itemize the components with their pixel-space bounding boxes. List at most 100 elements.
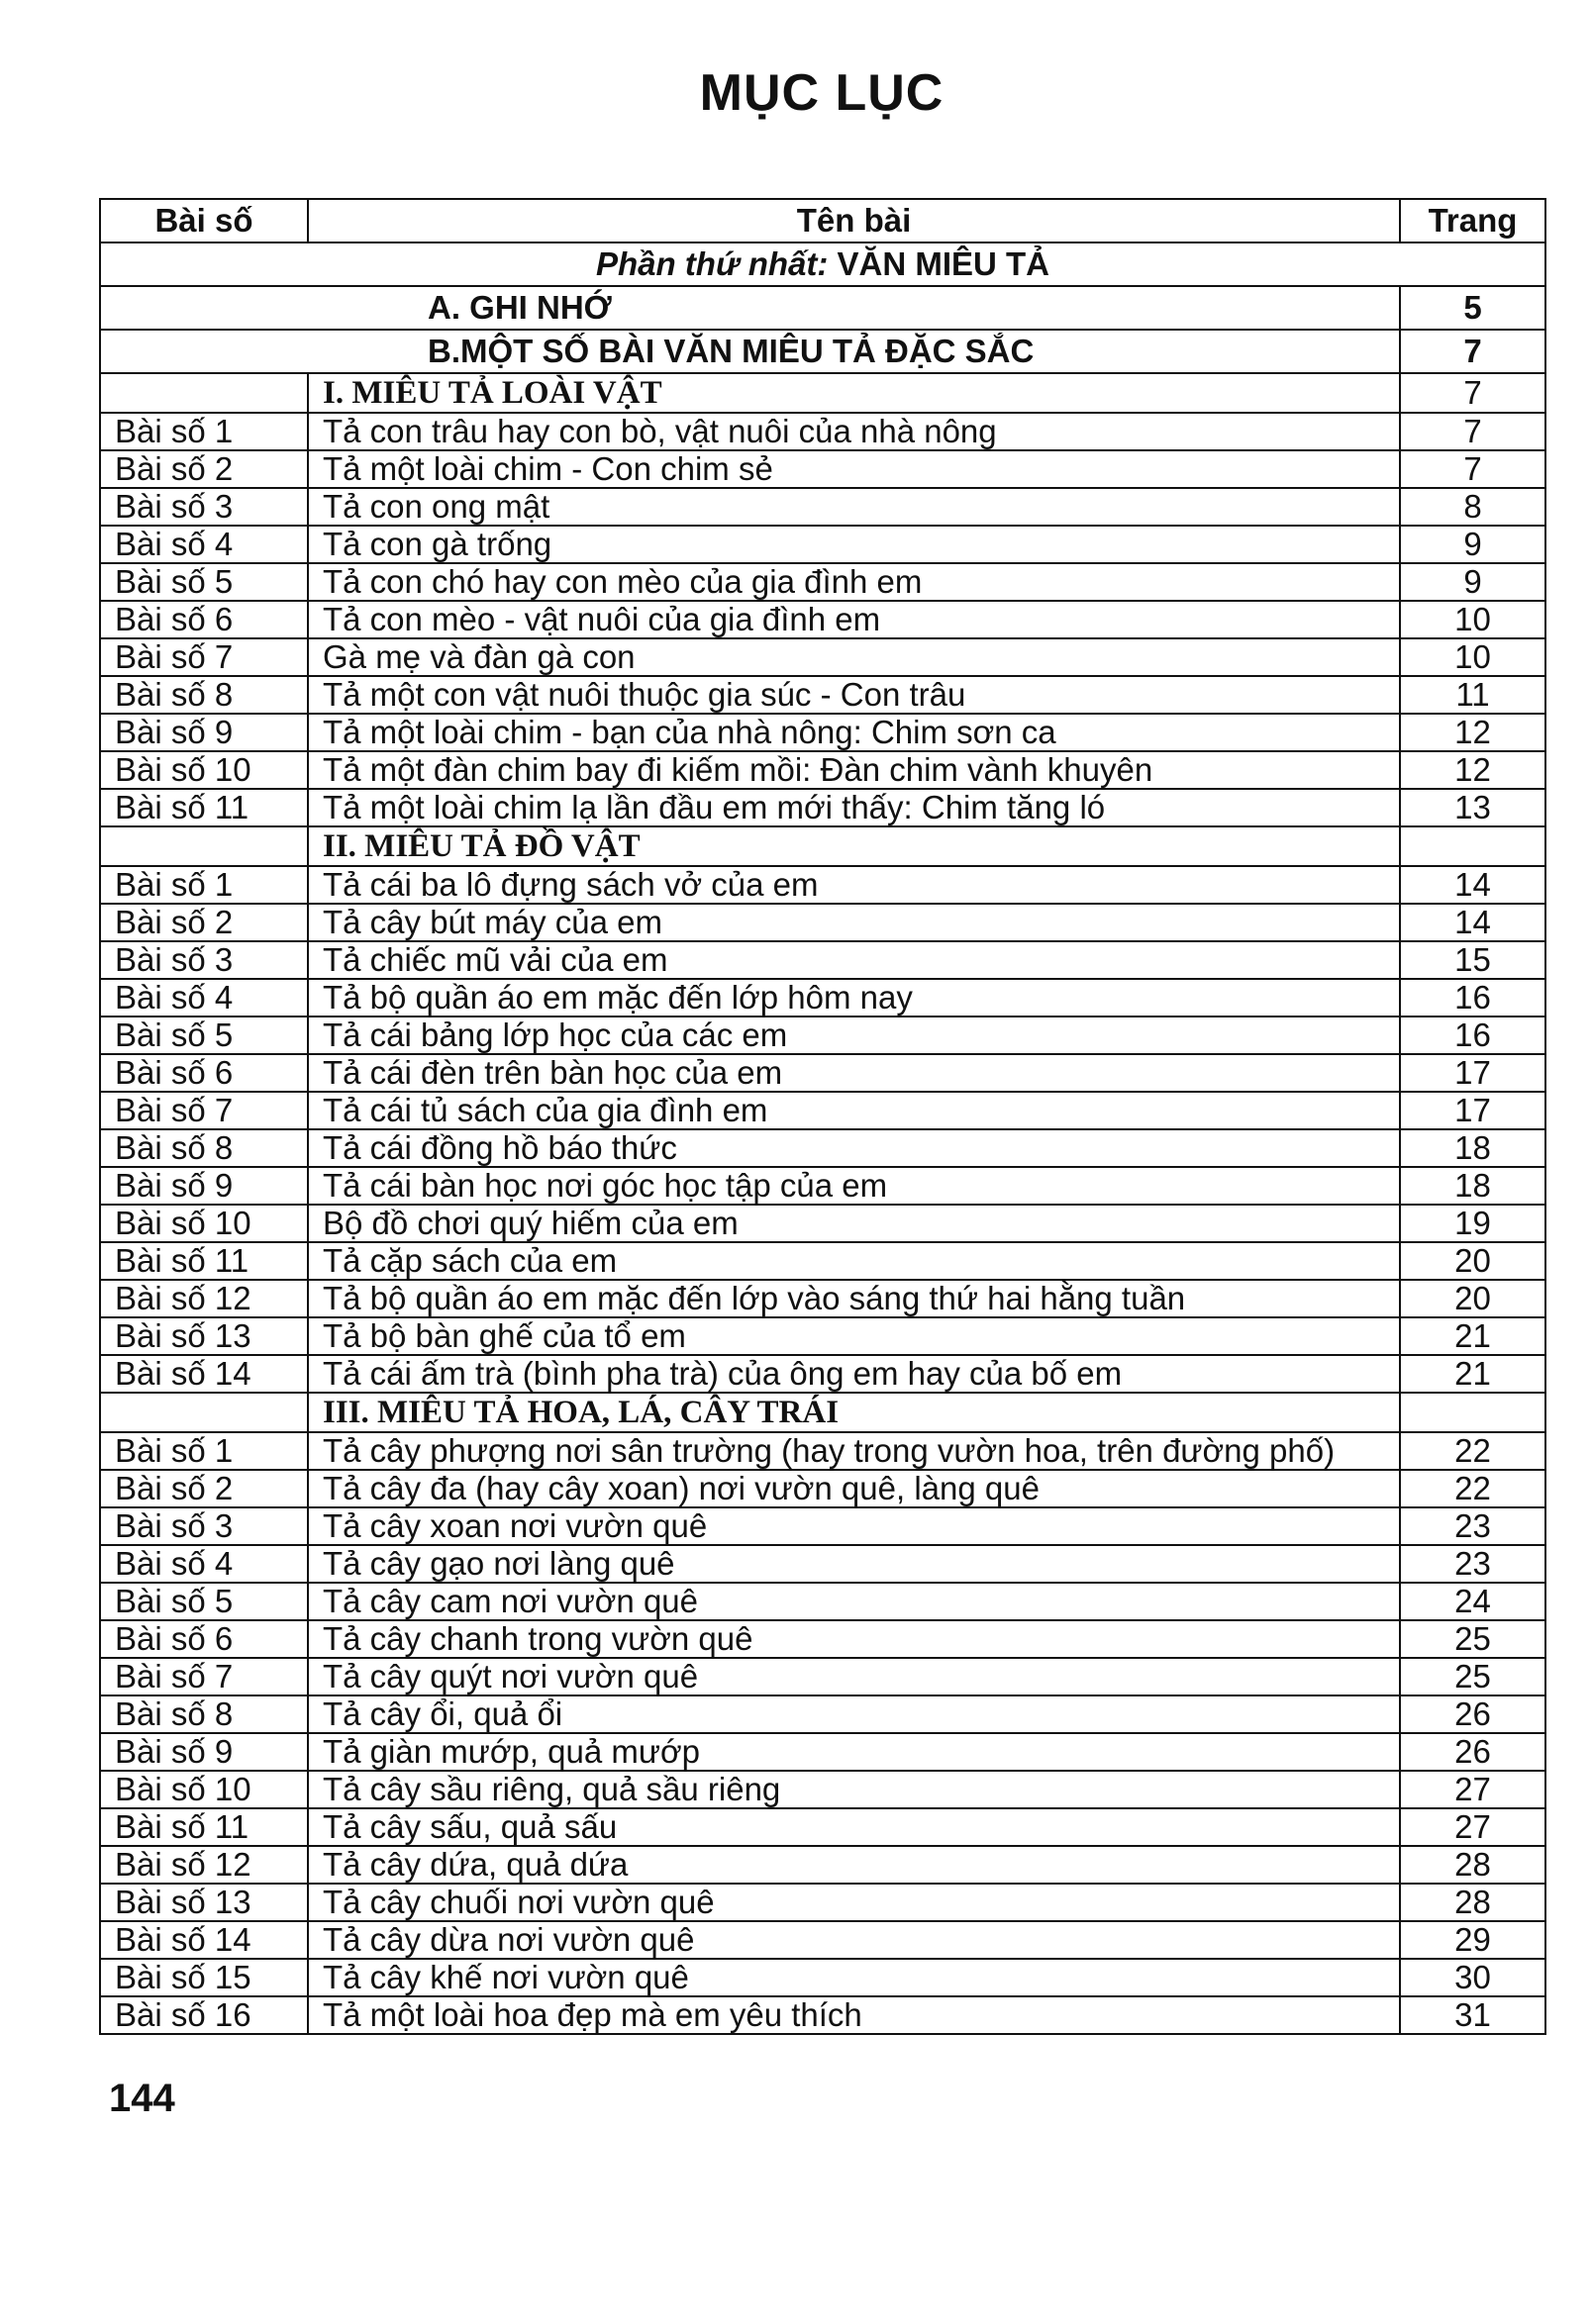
lesson-title: Gà mẹ và đàn gà con: [307, 637, 1401, 677]
lesson-title: Tả con ong mật: [307, 487, 1401, 527]
page-cell: 10: [1399, 637, 1546, 677]
page-cell: 22: [1399, 1431, 1546, 1471]
lesson-number: Bài số 5: [99, 1582, 309, 1621]
page-cell: 18: [1399, 1128, 1546, 1168]
lesson-number: Bài số 3: [99, 940, 309, 980]
table-row: Bài số 10 Tả cây sầu riêng, quả sầu riêng…: [99, 1770, 1546, 1809]
lesson-number: Bài số 2: [99, 903, 309, 942]
table-row: Bài số 3 Tả chiếc mũ vải của em 15: [99, 940, 1546, 980]
page-cell: [1399, 1392, 1546, 1433]
page-cell: 7: [1399, 329, 1546, 374]
lesson-number: Bài số 1: [99, 412, 309, 451]
table-row: Bài số 11 Tả cây sấu, quả sấu 27: [99, 1807, 1546, 1847]
page-cell: 16: [1399, 978, 1546, 1017]
lesson-number: Bài số 4: [99, 525, 309, 564]
lesson-title: Tả bộ quần áo em mặc đến lớp vào sáng th…: [307, 1279, 1401, 1318]
table-header: Bài số Tên bài Trang: [99, 198, 1546, 243]
table-row: Bài số 1 Tả con trâu hay con bò, vật nuôi…: [99, 412, 1546, 451]
page-cell: 26: [1399, 1732, 1546, 1772]
table-row: Bài số 12 Tả bộ quần áo em mặc đến lớp và…: [99, 1279, 1546, 1318]
page-cell: 11: [1399, 675, 1546, 715]
table-row: Bài số 1 Tả cái ba lô đựng sách vở của em…: [99, 865, 1546, 905]
table-row: Bài số 5 Tả cái bảng lớp học của các em 16: [99, 1016, 1546, 1055]
lesson-title: Tả cây ổi, quả ổi: [307, 1695, 1401, 1734]
table-row: Bài số 7 Tả cái tủ sách của gia đình em 17: [99, 1091, 1546, 1130]
lesson-number: Bài số 11: [99, 788, 309, 827]
lesson-title: Tả cây đa (hay cây xoan) nơi vườn quê, l…: [307, 1469, 1401, 1508]
lesson-title: Tả cây dứa, quả dứa: [307, 1845, 1401, 1885]
lesson-number: Bài số 10: [99, 1770, 309, 1809]
table-row: Bài số 5 Tả con chó hay con mèo của gia đ…: [99, 562, 1546, 602]
table-row: Bài số 3 Tả con ong mật 8: [99, 487, 1546, 527]
lesson-title: Tả con chó hay con mèo của gia đình em: [307, 562, 1401, 602]
lesson-number: Bài số 10: [99, 1204, 309, 1243]
lesson-title: Tả giàn mướp, quả mướp: [307, 1732, 1401, 1772]
page-cell: 23: [1399, 1544, 1546, 1584]
page-cell: 12: [1399, 713, 1546, 752]
table-row: Bài số 7 Tả cây quýt nơi vườn quê 25: [99, 1657, 1546, 1696]
lesson-title: Bộ đồ chơi quý hiếm của em: [307, 1204, 1401, 1243]
lesson-title: Tả một loài chim - bạn của nhà nông: Chi…: [307, 713, 1401, 752]
table-row: Bài số 13 Tả bộ bàn ghế của tổ em 21: [99, 1316, 1546, 1356]
page-cell: 30: [1399, 1958, 1546, 1997]
part-heading: Phần thứ nhất: VĂN MIÊU TẢ: [99, 242, 1546, 287]
lesson-number: Bài số 1: [99, 865, 309, 905]
lesson-number: Bài số 10: [99, 750, 309, 790]
lesson-number: Bài số 7: [99, 1091, 309, 1130]
page-cell: 7: [1399, 412, 1546, 451]
table-row: Bài số 16 Tả một loài hoa đẹp mà em yêu t…: [99, 1995, 1546, 2035]
lesson-title: Tả cây bút máy của em: [307, 903, 1401, 942]
lesson-title: Tả cái ba lô đựng sách vở của em: [307, 865, 1401, 905]
lesson-title: III. MIÊU TẢ HOA, LÁ, CÂY TRÁI: [307, 1392, 1401, 1433]
page-cell: 24: [1399, 1582, 1546, 1621]
header-lesson-number: Bài số: [99, 198, 309, 243]
table-row: Bài số 10 Tả một đàn chim bay đi kiếm mồi…: [99, 750, 1546, 790]
lesson-number: Bài số 8: [99, 1128, 309, 1168]
lesson-number: [99, 825, 309, 867]
lesson-title: Tả cái ấm trà (bình pha trà) của ông em …: [307, 1354, 1401, 1394]
lesson-title: Tả cây chuối nơi vườn quê: [307, 1883, 1401, 1922]
table-row: Bài số 11 Tả cặp sách của em 20: [99, 1241, 1546, 1281]
lesson-title: Tả con mèo - vật nuôi của gia đình em: [307, 600, 1401, 639]
lesson-number: Bài số 2: [99, 449, 309, 489]
page-cell: 20: [1399, 1279, 1546, 1318]
page-cell: 15: [1399, 940, 1546, 980]
lesson-number: Bài số 14: [99, 1920, 309, 1960]
table-row: Bài số 6 Tả cái đèn trên bàn học của em 17: [99, 1053, 1546, 1093]
page-cell: 17: [1399, 1053, 1546, 1093]
page-cell: 12: [1399, 750, 1546, 790]
table-row: Bài số 4 Tả con gà trống 9: [99, 525, 1546, 564]
part-title: VĂN MIÊU TẢ: [837, 245, 1050, 282]
part-prefix: Phần thứ nhất:: [595, 245, 829, 282]
page-cell: 21: [1399, 1316, 1546, 1356]
page-cell: 18: [1399, 1166, 1546, 1206]
lesson-number: Bài số 14: [99, 1354, 309, 1394]
table-row: Bài số 1 Tả cây phượng nơi sân trường (ha…: [99, 1431, 1546, 1471]
table-row: Bài số 9 Tả giàn mướp, quả mướp 26: [99, 1732, 1546, 1772]
table-row: Bài số 2 Tả cây đa (hay cây xoan) nơi vườ…: [99, 1469, 1546, 1508]
page-cell: 7: [1399, 372, 1546, 414]
lesson-number: Bài số 12: [99, 1845, 309, 1885]
table-row: Bài số 10 Bộ đồ chơi quý hiếm của em 19: [99, 1204, 1546, 1243]
lesson-number: Bài số 3: [99, 1506, 309, 1546]
lesson-number: Bài số 5: [99, 1016, 309, 1055]
lesson-number: [99, 372, 309, 414]
table-row: Bài số 8 Tả cái đồng hồ báo thức 18: [99, 1128, 1546, 1168]
lesson-number: Bài số 2: [99, 1469, 309, 1508]
chapter-title: A. GHI NHỚ: [99, 285, 1401, 331]
page-cell: 21: [1399, 1354, 1546, 1394]
page-number: 144: [109, 2077, 175, 2120]
lesson-number: Bài số 6: [99, 600, 309, 639]
page-cell: 14: [1399, 903, 1546, 942]
lesson-title: Tả con gà trống: [307, 525, 1401, 564]
lesson-number: Bài số 13: [99, 1883, 309, 1922]
lesson-number: Bài số 5: [99, 562, 309, 602]
chapter-row: A. GHI NHỚ 5: [99, 285, 1546, 331]
lesson-number: Bài số 7: [99, 637, 309, 677]
table-row: Bài số 9 Tả một loài chim - bạn của nhà n…: [99, 713, 1546, 752]
page-cell: 26: [1399, 1695, 1546, 1734]
lesson-title: Tả cây xoan nơi vườn quê: [307, 1506, 1401, 1546]
lesson-title: Tả cái đèn trên bàn học của em: [307, 1053, 1401, 1093]
page-cell: 9: [1399, 562, 1546, 602]
table-row: Bài số 5 Tả cây cam nơi vườn quê 24: [99, 1582, 1546, 1621]
